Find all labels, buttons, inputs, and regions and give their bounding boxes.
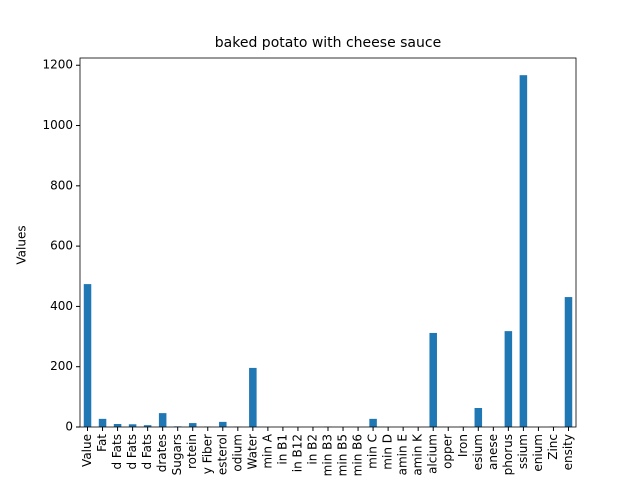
x-tick-label: esium	[471, 434, 485, 470]
bar	[565, 297, 573, 427]
x-tick-label: y Fiber	[200, 434, 214, 474]
bar	[505, 331, 513, 427]
x-tick-label: min C	[366, 434, 380, 469]
chart-title: baked potato with cheese sauce	[215, 35, 441, 51]
x-tick-label: odium	[230, 434, 244, 472]
x-tick-label: Fat	[95, 434, 109, 452]
x-tick-label: Water	[245, 434, 259, 470]
y-tick-label: 1000	[42, 118, 73, 132]
x-tick-label: in B12	[290, 434, 304, 472]
y-tick-label: 200	[50, 359, 73, 373]
x-tick-label: drates	[155, 434, 169, 472]
bar	[219, 422, 227, 427]
x-tick-label: enium	[531, 434, 545, 472]
bar	[159, 413, 167, 427]
x-tick-label: in B1	[275, 434, 289, 465]
x-tick-label: amin K	[411, 433, 425, 476]
x-tick-label: opper	[441, 434, 455, 469]
bar	[99, 419, 107, 427]
x-tick-label: d Fats	[140, 434, 154, 470]
x-tick-label: anese	[486, 434, 500, 470]
bar	[429, 333, 437, 427]
x-tick-label: min B3	[321, 434, 335, 476]
plot-frame	[80, 58, 576, 427]
x-tick-label: Sugars	[170, 434, 184, 475]
x-tick-label: min B5	[336, 434, 350, 476]
y-tick-label: 1200	[42, 58, 73, 72]
x-tick-label: in B2	[305, 434, 319, 465]
y-tick-label: 400	[50, 299, 73, 313]
x-tick-label: min D	[381, 434, 395, 470]
y-tick-label: 0	[65, 420, 73, 434]
bar	[129, 424, 137, 427]
x-tick-label: Iron	[456, 434, 470, 457]
bar	[475, 408, 483, 427]
bar	[84, 284, 92, 427]
x-tick-label: alcium	[426, 434, 440, 474]
x-tick-label: Value	[80, 434, 94, 467]
x-tick-label: amin E	[396, 434, 410, 475]
x-tick-label: d Fats	[110, 434, 124, 470]
y-tick-label: 600	[50, 239, 73, 253]
x-tick-label: esterol	[215, 434, 229, 475]
bar	[249, 368, 257, 427]
bar	[189, 423, 197, 427]
x-tick-label: Zinc	[546, 434, 560, 460]
x-tick-label: min A	[260, 433, 274, 468]
y-tick-label: 800	[50, 178, 73, 192]
x-tick-label: phorus	[501, 434, 515, 475]
x-tick-label: ensity	[561, 434, 575, 470]
x-tick-label: d Fats	[125, 434, 139, 470]
x-tick-label: ssium	[516, 434, 530, 469]
bar	[114, 424, 122, 427]
bar	[369, 419, 377, 427]
bar	[520, 75, 528, 427]
x-tick-label: min B6	[351, 434, 365, 476]
y-axis-label: Values	[15, 225, 29, 264]
x-tick-label: rotein	[185, 434, 199, 469]
